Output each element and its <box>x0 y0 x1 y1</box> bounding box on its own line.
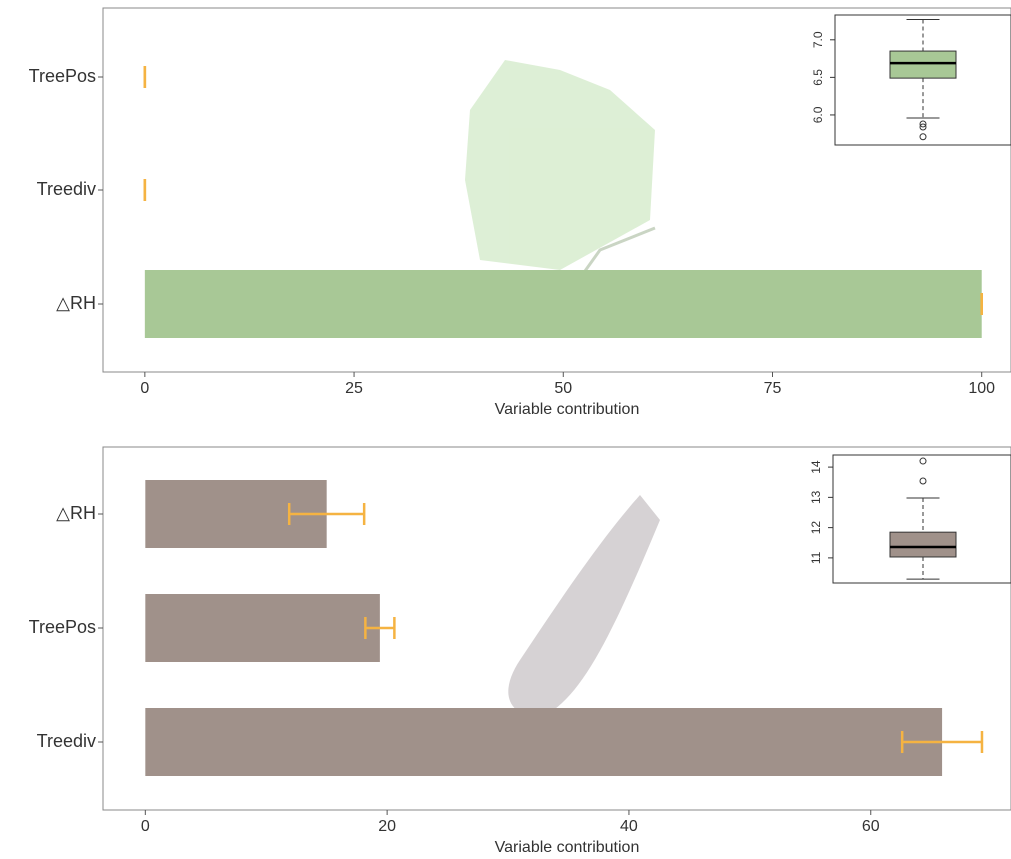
inset-frame <box>833 455 1011 583</box>
y-tick-label: Treediv <box>37 179 96 199</box>
inset-tick-label: 13 <box>809 490 823 504</box>
x-tick-label: 75 <box>764 380 782 397</box>
inset-tick-label: 6.0 <box>811 106 825 123</box>
x-tick-label: 20 <box>378 818 396 835</box>
bar <box>145 270 982 338</box>
inset-tick-label: 11 <box>809 551 823 564</box>
inset-tick-label: 12 <box>809 521 823 535</box>
y-tick-label: △RH <box>56 293 96 313</box>
x-tick-label: 50 <box>554 380 572 397</box>
bar <box>145 708 942 776</box>
inset-tick-label: 6.5 <box>811 69 825 86</box>
box <box>890 51 956 78</box>
y-tick-label: △RH <box>56 503 96 523</box>
x-tick-label: 0 <box>141 818 150 835</box>
moss-image <box>508 495 660 718</box>
y-tick-label: TreePos <box>29 617 96 637</box>
bar <box>145 594 380 662</box>
x-tick-label: 40 <box>620 818 638 835</box>
x-tick-label: 0 <box>140 380 149 397</box>
x-tick-label: 25 <box>345 380 363 397</box>
figure: 0 25 50 75 100 Variable contribution TreePos Tr… <box>0 0 1011 859</box>
x-axis-label: Variable contribution <box>495 839 640 856</box>
inset-tick-label: 14 <box>809 460 823 474</box>
x-axis-label: Variable contribution <box>495 401 640 418</box>
inset-tick-label: 7.0 <box>811 31 825 48</box>
y-tick-label: TreePos <box>29 66 96 86</box>
page: 0 25 50 75 100 Variable contribution TreePos Tr… <box>0 0 1011 859</box>
x-tick-label: 100 <box>968 380 995 397</box>
y-tick-label: Treediv <box>37 731 96 751</box>
box <box>890 532 956 557</box>
x-tick-label: 60 <box>862 818 880 835</box>
